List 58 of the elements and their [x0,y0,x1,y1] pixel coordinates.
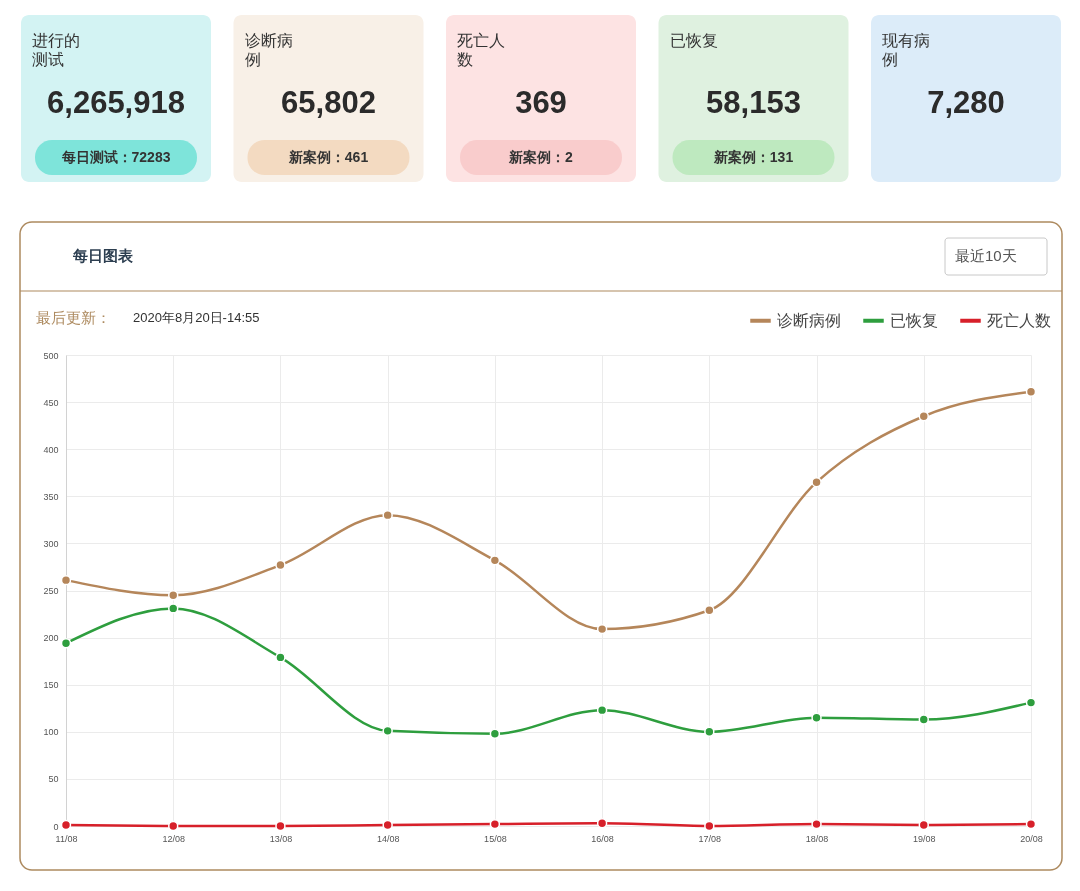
point [596,704,608,716]
legend-label: 诊断病例 [777,311,841,329]
x-tick-label: 11/08 [55,833,78,844]
text: 每日测试：72283 [60,148,171,165]
x-tick-label: 12/08 [162,833,185,844]
x-tick-label: 20/08 [1020,833,1043,844]
point [704,726,715,738]
x-tick-label: 15/08 [484,833,507,844]
text: 进行的测试 [32,32,80,68]
y-tick-label: 300 [43,538,59,549]
point [382,509,393,521]
text: 最近10天 [955,247,1017,264]
point [918,411,929,422]
text: 诊断病例 [244,32,293,68]
text: 死亡人数 [457,32,505,68]
point [811,476,822,488]
point [811,712,822,723]
text: 新案例：461 [287,148,369,165]
x-tick-label: 18/08 [805,833,829,844]
y-tick-label: 150 [43,680,59,691]
point [382,725,393,737]
y-tick-label: 500 [43,350,59,361]
text: 65,802 [281,85,376,120]
x-tick-label: 14/08 [376,833,400,844]
y-tick-label: 200 [43,633,59,644]
point [168,590,179,601]
x-tick-label: 17/08 [698,833,722,844]
text: 6,265,918 [47,85,185,120]
point [489,555,501,566]
y-tick-label: 350 [43,491,59,502]
text: 最后更新： [36,309,111,326]
legend-label: 已恢复 [890,311,938,329]
point [275,559,286,571]
point [168,603,179,614]
text: 58,153 [706,85,801,120]
text: 新案例：2 [508,148,574,165]
x-tick-label: 16/08 [591,833,614,844]
y-tick-label: 50 [48,774,59,785]
point [918,714,929,725]
point [489,728,501,739]
y-tick-label: 400 [43,444,59,455]
y-tick-label: 0 [53,821,59,832]
point [275,652,286,663]
chart-title: 每日图表 [72,247,134,264]
point [596,623,608,635]
point [704,605,715,616]
text: 新案例：131 [712,148,794,165]
x-tick-label: 19/08 [913,833,936,844]
y-tick-label: 250 [43,586,59,596]
text: 现有病例 [882,32,930,68]
x-tick-label: 13/08 [269,833,293,844]
text: 已恢复 [669,32,718,49]
legend-label: 死亡人数 [987,311,1051,329]
text: 7,280 [927,85,1005,120]
y-tick-label: 100 [43,727,59,738]
text: 2020年8月20日-14:55 [133,310,260,325]
y-tick-label: 450 [43,397,59,408]
text: 369 [515,85,567,120]
